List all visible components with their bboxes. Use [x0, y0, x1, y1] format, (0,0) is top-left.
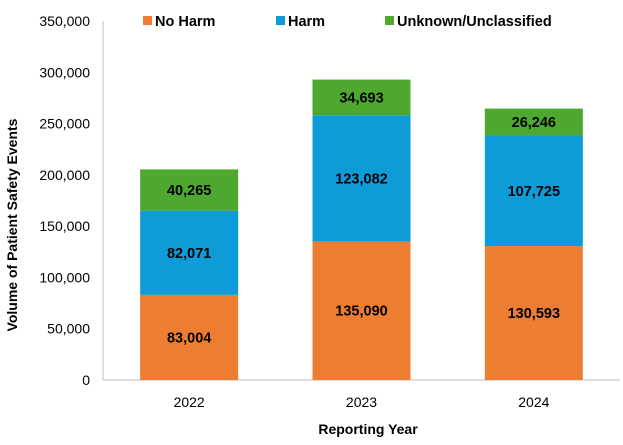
y-tick-label: 350,000	[39, 13, 90, 29]
y-tick-label: 0	[82, 372, 90, 388]
data-label: 34,693	[339, 90, 383, 106]
legend-label: Harm	[288, 14, 325, 30]
legend: No Harm Harm Unknown/Unclassified	[143, 14, 552, 30]
data-label: 130,593	[508, 306, 560, 322]
y-tick-label: 200,000	[39, 167, 90, 183]
bar-segment	[484, 246, 583, 380]
legend-swatch	[276, 16, 285, 25]
data-label: 82,071	[167, 246, 211, 262]
data-label: 40,265	[167, 183, 211, 199]
bar-segment	[312, 79, 411, 116]
legend-swatch	[143, 16, 152, 25]
legend-swatch	[385, 16, 394, 25]
bar-segment	[312, 241, 411, 380]
y-tick-label: 300,000	[39, 64, 90, 80]
y-tick-label: 50,000	[47, 321, 90, 337]
data-label: 135,090	[335, 304, 387, 320]
data-label: 26,246	[512, 115, 556, 131]
x-tick-label: 2022	[174, 394, 205, 410]
data-label: 123,082	[335, 171, 387, 187]
bar-segment	[140, 210, 239, 295]
y-axis-title: Volume of Patient Safety Events	[4, 118, 20, 331]
legend-label: No Harm	[155, 14, 215, 30]
y-tick-label: 150,000	[39, 218, 90, 234]
legend-label: Unknown/Unclassified	[397, 14, 552, 30]
bars: 83,004 82,071 40,265 135,090 123,082 34,693 13…	[140, 79, 583, 380]
bar-segment	[312, 115, 411, 242]
y-tick-label: 250,000	[39, 116, 90, 132]
bar-segment	[140, 294, 239, 380]
y-tick-label: 100,000	[39, 269, 90, 285]
x-tick-label: 2023	[346, 394, 377, 410]
x-axis: 2022 2023 2024	[174, 394, 550, 410]
y-axis: 0 50,000 100,000 150,000 200,000 250,000 300,0…	[39, 13, 90, 388]
bar-segment	[140, 169, 239, 211]
bar-segment	[484, 108, 583, 136]
bar-segment	[484, 135, 583, 247]
data-label: 83,004	[167, 330, 211, 346]
x-tick-label: 2024	[518, 394, 549, 410]
data-label: 107,725	[508, 184, 560, 200]
x-axis-title: Reporting Year	[318, 421, 418, 437]
